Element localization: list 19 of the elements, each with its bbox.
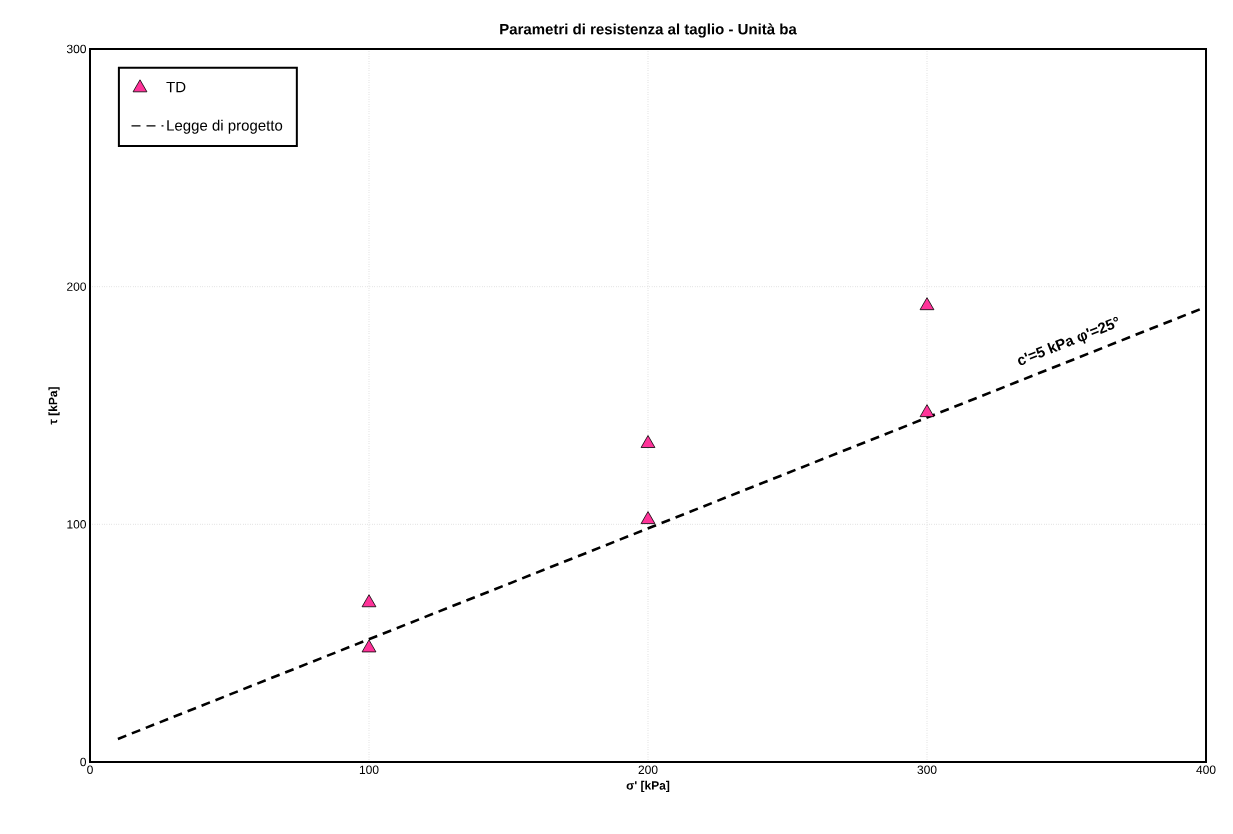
point [919, 297, 935, 311]
point [361, 639, 377, 653]
x-tick-label: 400 [1196, 765, 1216, 775]
y-axis-title: τ [kPa] [48, 387, 60, 425]
point [919, 404, 935, 418]
y-tick-label: 0 [80, 757, 87, 767]
x-tick-label: 100 [359, 765, 379, 775]
chart-title: Parametri di resistenza al taglio - Unità ba [500, 23, 797, 38]
legend-label: Legge di progetto [167, 119, 283, 134]
x-axis-title: σ' [kPa] [626, 780, 670, 793]
legend-label: TD [166, 81, 186, 93]
point [640, 435, 656, 448]
y-tick-label: 200 [67, 282, 87, 291]
y-tick-label: 300 [66, 44, 87, 54]
x-tick-label: 200 [638, 765, 658, 775]
point [640, 511, 656, 524]
point [361, 594, 377, 608]
y-tick-label: 100 [67, 520, 87, 529]
x-tick-label: 300 [917, 765, 937, 775]
